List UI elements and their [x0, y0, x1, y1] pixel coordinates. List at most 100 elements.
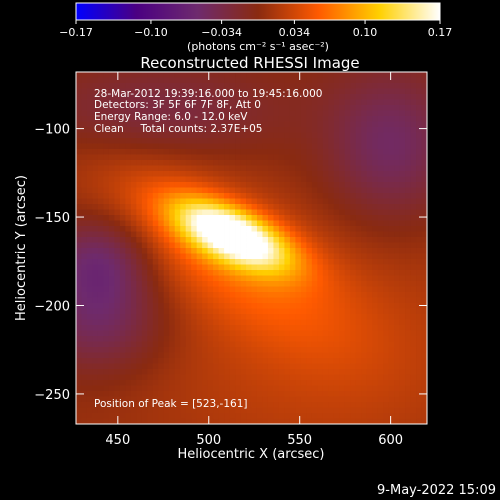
heatmap-cell	[366, 88, 373, 95]
heatmap-cell	[383, 198, 390, 205]
heatmap-cell	[108, 336, 115, 342]
heatmap-cell	[256, 369, 263, 375]
heatmap-cell	[311, 297, 318, 304]
heatmap-cell	[344, 83, 351, 89]
heatmap-cell	[416, 226, 422, 232]
heatmap-cell	[207, 363, 214, 370]
heatmap-cell	[366, 407, 373, 414]
heatmap-cell	[251, 160, 258, 166]
heatmap-cell	[251, 220, 258, 227]
heatmap-cell	[103, 407, 110, 414]
heatmap-cell	[76, 286, 82, 293]
heatmap-cell	[246, 127, 252, 133]
heatmap-cell	[251, 72, 258, 78]
heatmap-cell	[377, 396, 384, 403]
heatmap-cell	[366, 341, 373, 348]
heatmap-cell	[92, 127, 99, 133]
heatmap-cell	[421, 275, 428, 282]
heatmap-cell	[300, 237, 307, 243]
heatmap-cell	[388, 226, 395, 232]
heatmap-cell	[81, 286, 88, 293]
heatmap-cell	[196, 132, 203, 139]
heatmap-cell	[306, 226, 313, 232]
heatmap-cell	[339, 352, 346, 359]
heatmap-cell	[355, 105, 362, 111]
heatmap-cell	[333, 215, 340, 221]
heatmap-cell	[174, 110, 181, 117]
heatmap-cell	[339, 132, 346, 139]
heatmap-cell	[416, 204, 422, 210]
heatmap-cell	[191, 418, 198, 425]
heatmap-cell	[317, 308, 324, 315]
heatmap-cell	[388, 369, 395, 375]
heatmap-cell	[130, 407, 137, 414]
heatmap-cell	[169, 77, 176, 84]
heatmap-cell	[224, 77, 230, 84]
heatmap-cell	[86, 77, 93, 84]
heatmap-cell	[322, 253, 329, 260]
heatmap-cell	[273, 330, 280, 337]
heatmap-cell	[152, 121, 159, 128]
heatmap-cell	[103, 176, 110, 183]
heatmap-cell	[119, 264, 126, 271]
heatmap-cell	[97, 165, 104, 172]
heatmap-cell	[158, 127, 165, 133]
heatmap-cell	[218, 336, 225, 342]
heatmap-cell	[295, 231, 302, 238]
heatmap-cell	[289, 193, 296, 199]
heatmap-cell	[224, 358, 230, 364]
heatmap-cell	[92, 88, 99, 95]
heatmap-cell	[344, 402, 351, 408]
heatmap-cell	[130, 160, 137, 166]
heatmap-cell	[328, 204, 335, 210]
heatmap-cell	[284, 270, 291, 276]
heatmap-cell	[355, 99, 362, 106]
heatmap-cell	[300, 363, 307, 370]
heatmap-cell	[125, 182, 132, 188]
heatmap-cell	[372, 171, 379, 177]
heatmap-cell	[256, 198, 263, 205]
heatmap-cell	[405, 154, 411, 161]
heatmap-cell	[213, 215, 219, 221]
heatmap-cell	[147, 231, 154, 238]
heatmap-cell	[119, 77, 126, 84]
heatmap-cell	[136, 220, 143, 227]
heatmap-cell	[158, 187, 165, 194]
heatmap-cell	[284, 374, 291, 381]
heatmap-cell	[394, 336, 400, 342]
heatmap-cell	[76, 187, 82, 194]
heatmap-cell	[136, 193, 143, 199]
heatmap-cell	[256, 143, 263, 150]
heatmap-cell	[267, 237, 274, 243]
heatmap-cell	[289, 418, 296, 425]
heatmap-cell	[267, 182, 274, 188]
heatmap-cell	[141, 231, 148, 238]
heatmap-cell	[289, 94, 296, 100]
heatmap-cell	[97, 407, 104, 414]
heatmap-cell	[86, 369, 93, 375]
heatmap-cell	[224, 237, 230, 243]
heatmap-cell	[130, 396, 137, 403]
heatmap-cell	[152, 204, 159, 210]
heatmap-cell	[416, 160, 422, 166]
heatmap-cell	[273, 110, 280, 117]
heatmap-image	[76, 72, 428, 425]
heatmap-cell	[152, 330, 159, 337]
heatmap-cell	[300, 281, 307, 287]
heatmap-cell	[399, 319, 406, 326]
heatmap-cell	[202, 314, 209, 320]
heatmap-cell	[76, 358, 82, 364]
heatmap-cell	[339, 171, 346, 177]
heatmap-cell	[246, 88, 252, 95]
heatmap-cell	[394, 314, 400, 320]
heatmap-cell	[92, 204, 99, 210]
heatmap-cell	[169, 341, 176, 348]
heatmap-cell	[202, 209, 209, 216]
heatmap-cell	[262, 275, 269, 282]
heatmap-cell	[289, 319, 296, 326]
heatmap-cell	[169, 308, 176, 315]
heatmap-cell	[317, 220, 324, 227]
heatmap-cell	[273, 209, 280, 216]
heatmap-cell	[81, 413, 88, 419]
heatmap-cell	[306, 358, 313, 364]
